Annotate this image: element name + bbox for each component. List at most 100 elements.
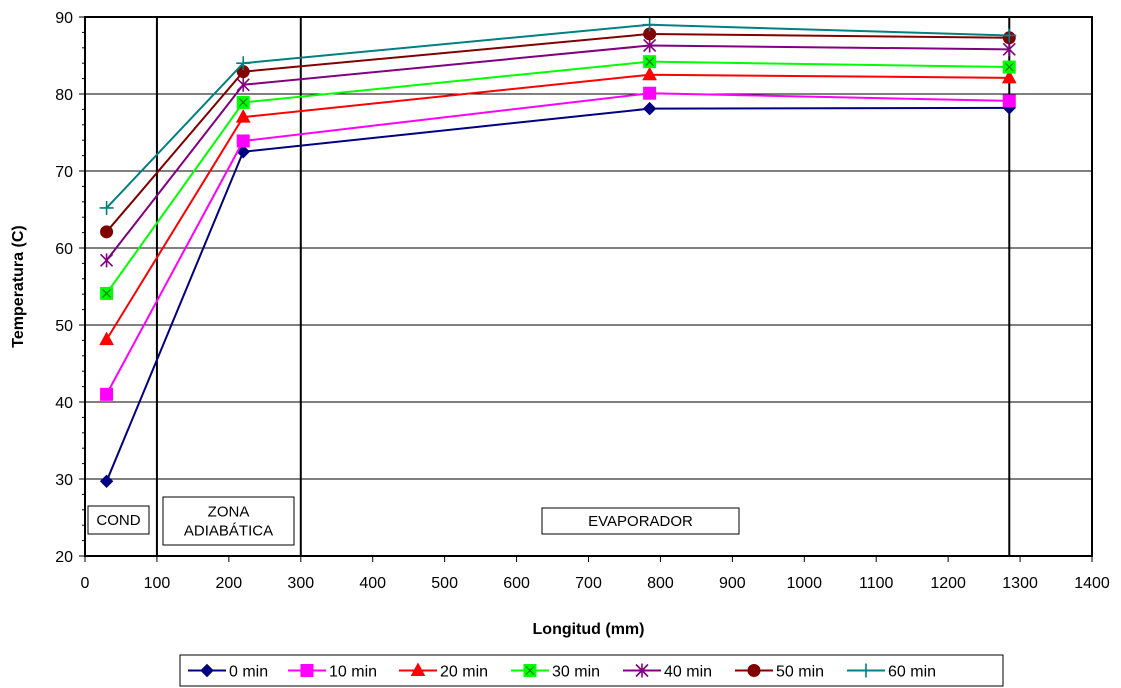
- y-tick-label: 30: [55, 472, 73, 489]
- x-tick-label: 600: [503, 575, 530, 592]
- series-20-min: [99, 66, 1017, 346]
- legend-marker: [300, 664, 314, 677]
- x-tick-label: 900: [719, 575, 746, 592]
- data-point: [643, 55, 657, 69]
- legend-marker: [200, 663, 214, 678]
- data-point: [100, 225, 114, 239]
- data-point: [236, 77, 250, 92]
- zone-label-text: COND: [96, 512, 140, 529]
- data-point: [642, 101, 657, 116]
- legend-item: 20 min: [399, 662, 488, 681]
- x-tick-label: 1400: [1074, 575, 1110, 592]
- zone-box: [541, 507, 740, 535]
- x-tick-label: 800: [647, 575, 674, 592]
- data-point: [643, 86, 657, 100]
- x-tick-label: 1100: [859, 575, 894, 592]
- data-point: [236, 134, 250, 148]
- series-line: [105, 32, 1010, 233]
- data-point: [643, 38, 657, 53]
- legend-marker: [635, 663, 649, 678]
- data-point: [1002, 42, 1016, 57]
- marker-cross: [102, 289, 112, 298]
- y-axis-title: Temperatura (C): [10, 225, 27, 347]
- x-tick-label: 300: [287, 575, 314, 592]
- data-point: [1002, 28, 1017, 43]
- zone-box: [87, 505, 150, 535]
- series-line: [105, 23, 1010, 209]
- zone-label-text: EVAPORADOR: [588, 513, 693, 530]
- series-line: [105, 92, 1010, 395]
- legend: 0 min 10 min 20 min 30 min 40 min 50 min 60 mi…: [179, 654, 1004, 687]
- legend-label: 40 min: [664, 664, 712, 681]
- marker-cross: [238, 98, 248, 107]
- zone-box: [162, 496, 295, 546]
- legend-marker: [410, 662, 426, 676]
- legend-marker: [523, 664, 537, 677]
- data-point: [100, 286, 114, 300]
- y-tick-label: 40: [55, 395, 73, 412]
- x-tick-label: 1200: [930, 575, 966, 592]
- series-50-min: [100, 27, 1016, 239]
- zone-label-box: EVAPORADOR: [541, 507, 740, 535]
- y-tick-label: 60: [55, 241, 73, 258]
- data-point: [1002, 60, 1016, 74]
- x-axis-title: Longitud (mm): [533, 621, 645, 638]
- x-tick-label: 0: [81, 575, 90, 592]
- data-point: [100, 387, 114, 401]
- legend-item: 0 min: [188, 664, 268, 681]
- series-line: [105, 60, 1010, 295]
- x-tick-label: 1300: [1002, 575, 1038, 592]
- y-tick-label: 90: [55, 10, 73, 27]
- data-point: [99, 474, 114, 489]
- grid-lines: [85, 93, 1092, 480]
- data-point: [99, 331, 114, 346]
- y-tick-label: 20: [55, 549, 73, 566]
- x-tick-label: 1000: [786, 575, 822, 592]
- series-30-min: [100, 55, 1016, 300]
- y-axis: 20 30 40 50 60 70 80 90: [55, 10, 85, 566]
- legend-label: 10 min: [329, 664, 377, 681]
- marker-cross: [525, 666, 535, 675]
- x-tick-label: 400: [359, 575, 386, 592]
- series-line: [105, 106, 1010, 482]
- y-tick-label: 50: [55, 318, 73, 335]
- data-point: [100, 253, 114, 268]
- legend-item: 60 min: [847, 663, 936, 681]
- data-point: [642, 66, 657, 81]
- legend-item: 40 min: [623, 663, 712, 681]
- legend-label: 20 min: [440, 664, 488, 681]
- legend-marker: [747, 664, 761, 677]
- legend-item: 30 min: [511, 664, 600, 681]
- zone-label-box: ZONA ADIABÁTICA: [162, 496, 295, 546]
- y-tick-label: 70: [55, 164, 73, 181]
- data-point: [1002, 94, 1016, 108]
- zone-label-text: ADIABÁTICA: [184, 523, 273, 540]
- series-layer: [99, 17, 1017, 489]
- plot-area-frame: [84, 16, 1093, 557]
- data-point: [236, 95, 250, 109]
- y-tick-label: 80: [55, 87, 73, 104]
- x-tick-label: 500: [431, 575, 458, 592]
- x-tick-label: 100: [144, 575, 171, 592]
- zone-label-text: ZONA: [208, 504, 250, 521]
- data-point: [99, 200, 114, 215]
- legend-marker: [859, 663, 873, 678]
- legend-item: 50 min: [735, 664, 824, 681]
- zone-label-box: COND: [87, 505, 150, 535]
- legend-label: 60 min: [888, 664, 936, 681]
- series-0-min: [99, 101, 1016, 489]
- legend-label: 0 min: [229, 664, 268, 681]
- data-point: [1001, 69, 1017, 84]
- legend-item: 10 min: [288, 664, 377, 681]
- data-point: [235, 109, 251, 123]
- legend-label: 50 min: [776, 664, 824, 681]
- x-axis: 0 100 200 300 400 500 600 700 800 900 1000 1100 1200…: [81, 556, 1110, 592]
- marker-cross: [645, 57, 655, 67]
- series-60-min: [99, 17, 1017, 215]
- zone-labels: COND ZONA ADIABÁTICA EVAPORADOR: [87, 496, 740, 546]
- data-point: [642, 17, 657, 32]
- data-point: [236, 56, 251, 71]
- marker-cross: [1004, 62, 1014, 72]
- series-line: [105, 44, 1010, 261]
